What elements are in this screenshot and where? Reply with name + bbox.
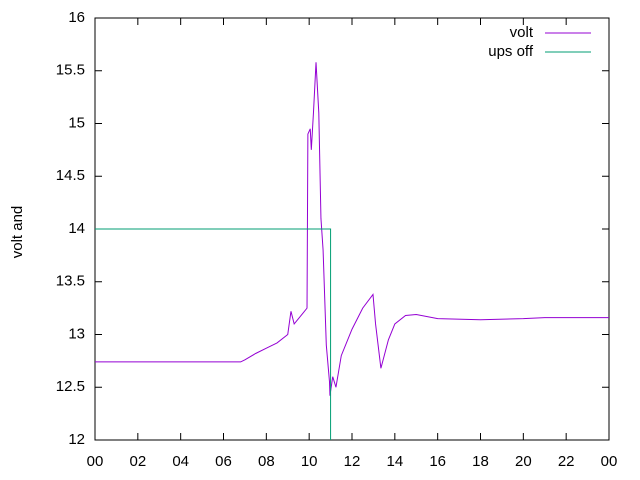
y-axis-label: volt and [9, 206, 26, 259]
x-tick-label: 00 [87, 453, 104, 470]
x-tick-label: 12 [344, 453, 361, 470]
x-tick-label: 14 [386, 453, 403, 470]
x-tick-label: 10 [301, 453, 318, 470]
y-tick-label: 15.5 [56, 62, 85, 79]
x-tick-label: 20 [515, 453, 532, 470]
series-line [95, 62, 609, 396]
series-line [95, 228, 332, 440]
x-tick-label: 16 [429, 453, 446, 470]
x-tick-label: 00 [601, 453, 618, 470]
x-tick-label: 02 [129, 453, 146, 470]
y-tick-label: 14.5 [56, 167, 85, 184]
x-tick-label: 18 [472, 453, 489, 470]
x-tick-label: 08 [258, 453, 275, 470]
y-tick-label: 13.5 [56, 273, 85, 290]
x-tick-label: 06 [215, 453, 232, 470]
x-tick-label: 22 [558, 453, 575, 470]
legend-label: volt [510, 24, 534, 41]
x-tick-label: 04 [172, 453, 189, 470]
y-tick-label: 14 [68, 220, 85, 237]
y-tick-label: 12 [68, 431, 85, 448]
y-tick-label: 15 [68, 114, 85, 131]
y-tick-label: 12.5 [56, 378, 85, 395]
y-tick-label: 16 [68, 9, 85, 26]
y-tick-label: 13 [68, 325, 85, 342]
legend-label: ups off [488, 43, 534, 60]
